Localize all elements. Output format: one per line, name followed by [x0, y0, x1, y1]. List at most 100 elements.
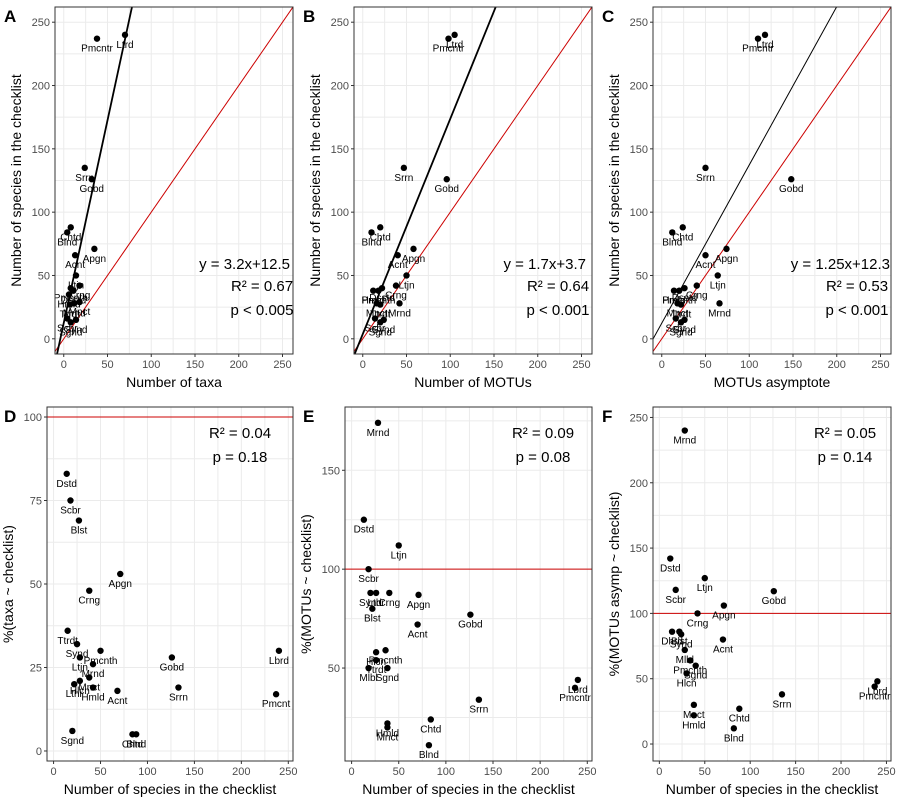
- y-axis-title: Number of species in the checklist: [307, 74, 323, 287]
- point-label: Apgn: [109, 579, 132, 590]
- point-label: Ltjn: [72, 662, 88, 673]
- identity-line: [55, 7, 293, 353]
- point-label: Gobd: [435, 184, 459, 195]
- point-label: Chtd: [122, 739, 143, 750]
- point-label: Synd: [372, 325, 395, 336]
- point-label: Crng: [385, 291, 407, 302]
- point-label: Srrn: [394, 173, 413, 184]
- data-point: [702, 252, 709, 259]
- point-label: Scbr: [60, 506, 81, 517]
- x-axis-title: MOTUs asymptote: [714, 374, 831, 390]
- data-point: [714, 272, 721, 279]
- point-label: Srrn: [75, 173, 94, 184]
- point-label: Lthr: [66, 689, 84, 700]
- data-point: [97, 647, 104, 654]
- point-label: Gobd: [160, 662, 184, 673]
- x-tick-label: 250: [877, 766, 895, 778]
- point-label: Blst: [71, 526, 88, 537]
- y-tick-label: 200: [630, 478, 648, 490]
- point-label: Dstd: [354, 525, 375, 536]
- data-point: [874, 678, 881, 685]
- data-point: [690, 701, 698, 709]
- data-point: [719, 636, 727, 643]
- data-point: [667, 555, 674, 562]
- point-label: Blnd: [724, 733, 744, 744]
- x-tick-label: 150: [784, 359, 802, 371]
- point-label: Sgnd: [669, 327, 692, 338]
- x-tick-label: 200: [232, 766, 250, 778]
- x-tick-label: 250: [578, 766, 596, 778]
- data-point: [669, 229, 676, 236]
- point-label: Gobd: [80, 184, 104, 195]
- y-axis-title: Number of species in the checklist: [8, 74, 24, 287]
- point-label: Gobd: [458, 620, 482, 631]
- y-tick-label: 250: [32, 17, 50, 29]
- point-label: Blnd: [662, 237, 682, 248]
- point-label: Scbr: [57, 324, 78, 335]
- data-point: [372, 589, 380, 597]
- data-point: [121, 31, 129, 39]
- data-point: [275, 647, 283, 654]
- y-tick-label: 50: [30, 579, 42, 591]
- data-point: [467, 611, 474, 618]
- point-label: Scbr: [665, 324, 686, 335]
- data-point: [67, 497, 74, 504]
- point-label: Synd: [673, 325, 696, 336]
- panel-tag: B: [303, 7, 315, 26]
- data-point: [690, 712, 698, 719]
- y-tick-label: 50: [328, 663, 340, 675]
- data-point: [701, 574, 708, 582]
- point-label: Ltjn: [710, 280, 726, 291]
- data-point: [65, 291, 73, 298]
- point-label: Chtd: [420, 724, 441, 735]
- point-label: Lbrd: [867, 686, 887, 697]
- y-tick-label: 200: [32, 81, 50, 93]
- y-tick-label: 0: [343, 334, 349, 346]
- point-label: Crng: [687, 618, 709, 629]
- point-label: Apgn: [83, 254, 106, 265]
- x-axis-title: Number of species in the checklist: [64, 781, 277, 797]
- point-label: Synd: [670, 639, 693, 650]
- data-point: [114, 687, 121, 695]
- point-label: Acnt: [65, 260, 85, 271]
- point-label: Blnd: [126, 739, 146, 750]
- point-label: Hmld: [662, 296, 685, 307]
- data-point: [365, 664, 372, 672]
- data-point: [770, 587, 778, 595]
- data-point: [372, 656, 380, 664]
- point-label: Dsstd: [369, 293, 395, 304]
- data-point: [681, 427, 688, 434]
- point-label: Apgn: [715, 254, 738, 265]
- x-tick-label: 250: [273, 359, 291, 371]
- data-point: [778, 691, 786, 698]
- data-point: [736, 705, 743, 712]
- y-tick-label: 50: [636, 270, 648, 282]
- x-tick-label: 50: [393, 766, 405, 778]
- data-point: [475, 696, 483, 703]
- data-point: [360, 516, 368, 523]
- data-point: [672, 586, 679, 594]
- data-point: [574, 676, 582, 684]
- point-label: Pmcntr: [559, 693, 591, 704]
- x-tick-label: 150: [786, 766, 804, 778]
- data-point: [386, 589, 393, 597]
- stat-annotation: p < 0.001: [527, 302, 590, 319]
- point-label: Scbr: [358, 574, 379, 585]
- data-point: [672, 315, 679, 322]
- point-label: Ltjn: [398, 280, 414, 291]
- data-point: [89, 660, 97, 668]
- point-label: Apgn: [407, 600, 430, 611]
- x-axis-title: Number of MOTUs: [414, 374, 531, 390]
- x-tick-label: 150: [186, 359, 204, 371]
- data-point: [64, 627, 71, 634]
- data-point: [168, 654, 176, 661]
- x-tick-label: 250: [871, 359, 889, 371]
- point-label: Crng: [78, 596, 100, 607]
